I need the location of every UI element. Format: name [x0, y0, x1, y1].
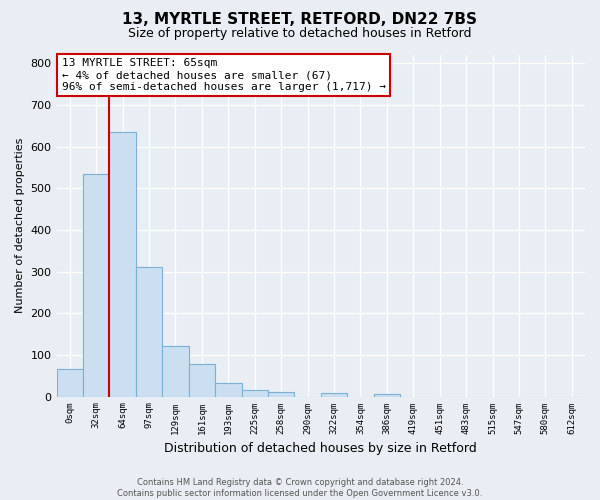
Bar — [162, 346, 188, 397]
Bar — [215, 383, 242, 396]
Bar — [374, 394, 400, 396]
Bar — [83, 174, 109, 396]
Bar — [56, 370, 83, 396]
Text: 13 MYRTLE STREET: 65sqm
← 4% of detached houses are smaller (67)
96% of semi-det: 13 MYRTLE STREET: 65sqm ← 4% of detached… — [62, 58, 386, 92]
Bar — [242, 390, 268, 396]
Text: 13, MYRTLE STREET, RETFORD, DN22 7BS: 13, MYRTLE STREET, RETFORD, DN22 7BS — [122, 12, 478, 28]
Text: Size of property relative to detached houses in Retford: Size of property relative to detached ho… — [128, 28, 472, 40]
Y-axis label: Number of detached properties: Number of detached properties — [15, 138, 25, 314]
Bar — [136, 266, 162, 396]
Text: Contains HM Land Registry data © Crown copyright and database right 2024.
Contai: Contains HM Land Registry data © Crown c… — [118, 478, 482, 498]
Bar — [268, 392, 295, 396]
Bar — [188, 364, 215, 396]
Bar — [109, 132, 136, 396]
X-axis label: Distribution of detached houses by size in Retford: Distribution of detached houses by size … — [164, 442, 477, 455]
Bar — [321, 393, 347, 396]
